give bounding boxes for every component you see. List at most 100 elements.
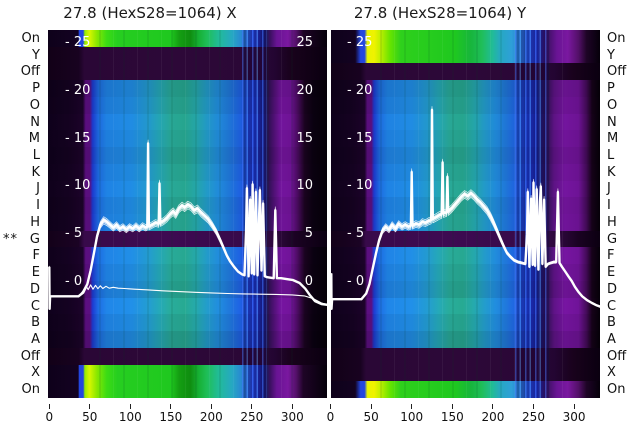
row-label-right-g-12: G	[607, 231, 618, 247]
x-tick	[533, 404, 534, 409]
heatmap-row-l-7	[48, 147, 327, 165]
heatmap-row-m-6	[48, 130, 327, 148]
x-tick	[411, 404, 413, 409]
x-tick-label: 150	[440, 410, 464, 424]
x-tick	[370, 404, 372, 409]
row-label-left-x-20: X	[31, 365, 40, 381]
heatmap-row-e-14	[331, 264, 600, 282]
heatmap-row-b-17	[48, 314, 327, 332]
row-label-right-l-7: L	[607, 147, 615, 163]
heatmap-row-a-18	[48, 331, 327, 349]
row-label-right-e-14: E	[607, 265, 616, 281]
row-labels-right: On Y Off P O N M L K J I H G F E D C B A Off X On	[601, 30, 640, 398]
white-trace	[331, 108, 600, 310]
white-trace	[48, 141, 327, 310]
row-label-left-l-7: L	[32, 147, 40, 163]
row-label-right-d-15: D	[607, 281, 618, 297]
x-tick-label: 300	[562, 410, 586, 424]
x-tick-label: 100	[400, 410, 424, 424]
heatmap-row-a-18	[331, 331, 600, 349]
row-label-left-i-10: I	[36, 198, 40, 214]
white-trace	[48, 142, 327, 310]
row-label-left-n-5: N	[30, 114, 40, 130]
row-label-left-c-16: C	[30, 298, 40, 314]
row-label-right-c-16: C	[607, 298, 617, 314]
row-label-right-h-11: H	[607, 214, 617, 230]
x-tick-label: 250	[240, 410, 264, 424]
heatmap-row-k-8	[331, 163, 600, 182]
right-panel-title: 27.8 (HexS28=1064) Y	[353, 4, 527, 22]
row-label-left-off-2: Off	[20, 64, 40, 80]
row-label-right-y-1: Y	[607, 47, 615, 63]
x-axis-right: 0 50 100 150 200 250 300	[327, 398, 600, 430]
x-tick	[573, 404, 575, 409]
row-label-right-off-19: Off	[607, 348, 627, 364]
x-tick	[492, 404, 494, 409]
x-tick-label: 150	[159, 410, 183, 424]
x-tick-label: 50	[363, 410, 379, 424]
row-labels-left: On Y Off P O N M L K J I H G ** F E D C B A Off X On	[0, 30, 44, 398]
curve-overlay-y	[331, 106, 600, 310]
x-tick-label: 100	[118, 410, 142, 424]
row-label-right-i-10: I	[607, 198, 611, 214]
x-tick	[170, 404, 172, 409]
x-tick	[291, 404, 293, 409]
heatmap-row-o-4	[48, 96, 327, 115]
row-label-right-k-8: K	[607, 164, 616, 180]
heatmap-row-c-16	[331, 297, 600, 315]
heatmap-row-off-2	[48, 63, 327, 81]
row-label-left-on-21: On	[21, 382, 40, 398]
starred-row-marker: **	[3, 231, 18, 247]
heatmap-row-y-1	[331, 46, 600, 65]
row-label-right-b-17: B	[607, 315, 616, 331]
x-tick	[451, 404, 453, 409]
x-tick	[210, 404, 212, 409]
white-trace	[48, 139, 327, 310]
row-label-left-h-11: H	[30, 214, 40, 230]
heatmap-row-off-2	[331, 63, 600, 81]
row-label-right-o-4: O	[607, 97, 618, 113]
row-label-left-a-18: A	[31, 331, 40, 347]
white-trace	[48, 144, 327, 310]
row-label-left-off-19: Off	[20, 348, 40, 364]
row-label-left-p-3: P	[32, 81, 40, 97]
row-label-left-m-6: M	[28, 131, 40, 147]
row-label-left-y-1: Y	[32, 47, 40, 63]
row-label-left-j-9: J	[36, 181, 40, 197]
row-label-right-m-6: M	[607, 131, 619, 147]
white-trace	[50, 284, 327, 306]
x-tick	[129, 404, 131, 409]
x-tick-label: 0	[45, 410, 54, 424]
row-label-left-d-15: D	[29, 281, 40, 297]
heatmap-row-d-15	[331, 280, 600, 299]
row-label-left-k-8: K	[31, 164, 40, 180]
x-tick-label: 300	[280, 410, 304, 424]
row-label-right-j-9: J	[607, 181, 611, 197]
row-label-left-g-12: G **	[3, 231, 40, 247]
curve-overlay-x	[48, 139, 327, 310]
heatmap-row-on-21	[331, 381, 600, 398]
heatmap-row-p-3	[48, 80, 327, 98]
white-trace	[48, 145, 327, 310]
x-tick-label: 200	[481, 410, 505, 424]
heatmap-row-j-9	[48, 180, 327, 198]
row-label-right-on-0: On	[607, 30, 626, 46]
x-tick	[89, 404, 91, 409]
x-tick	[330, 404, 331, 409]
x-axis-left: 0 50 100 150 200 250 300	[45, 398, 327, 430]
heatmap-row-y-1	[48, 46, 327, 65]
x-tick	[251, 404, 253, 409]
heatmap-row-b-17	[331, 314, 600, 332]
heatmap-row-x-20	[331, 364, 600, 382]
x-tick-label: 50	[82, 410, 98, 424]
row-label-right-a-18: A	[607, 331, 616, 347]
heatmap-row-n-5	[48, 113, 327, 131]
row-label-right-x-20: X	[607, 365, 616, 381]
x-tick-label: 250	[522, 410, 545, 424]
x-tick-label: 200	[199, 410, 223, 424]
heatmap-row-n-5	[331, 113, 600, 131]
heatmap-panel-y: - 25- 20- 15- 10- 5- 0	[331, 30, 600, 398]
row-label-left-b-17: B	[31, 315, 40, 331]
row-label-right-on-21: On	[607, 382, 626, 398]
